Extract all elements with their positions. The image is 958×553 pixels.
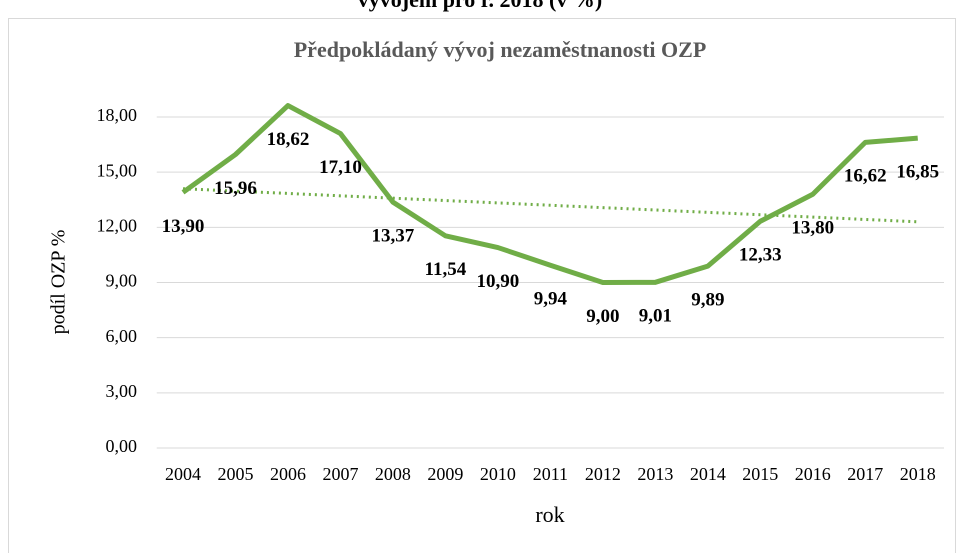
data-label: 11,54: [425, 259, 467, 280]
x-tick-label: 2009: [427, 464, 463, 484]
data-label: 9,01: [639, 306, 672, 327]
chart-border: [8, 18, 956, 553]
data-label: 9,94: [534, 289, 568, 310]
data-line: [181, 103, 918, 285]
y-tick-label: 15,00: [97, 160, 138, 180]
x-tick-label: 2018: [900, 464, 936, 484]
x-tick-label: 2014: [690, 464, 726, 484]
x-tick-label: 2013: [637, 464, 673, 484]
data-label: 12,33: [739, 245, 782, 266]
x-tick-label: 2007: [322, 464, 358, 484]
x-tick-label: 2010: [480, 464, 516, 484]
data-label: 16,85: [896, 162, 939, 183]
x-tick-label: 2015: [742, 464, 778, 484]
data-label: 17,10: [319, 157, 362, 178]
trendline: [182, 187, 918, 224]
chart-title: Předpokládaný vývoj nezaměstnanosti OZP: [294, 37, 707, 62]
x-axis-label: rok: [535, 502, 564, 527]
x-tick-label: 2004: [165, 464, 201, 484]
data-label: 13,90: [162, 216, 205, 237]
x-tick-label: 2012: [585, 464, 621, 484]
y-tick-label: 6,00: [106, 326, 138, 346]
caption: vývojem pro r. 2018 (v %): [358, 0, 602, 12]
x-tick-label: 2006: [270, 464, 306, 484]
x-tick-label: 2011: [533, 464, 568, 484]
x-tick-label: 2016: [795, 464, 831, 484]
data-label: 15,96: [214, 178, 257, 199]
data-label: 13,37: [372, 225, 415, 246]
y-tick-label: 18,00: [97, 105, 138, 125]
data-label: 18,62: [267, 129, 310, 150]
data-label: 13,80: [791, 218, 834, 239]
y-tick-label: 12,00: [97, 215, 138, 235]
data-label: 16,62: [844, 166, 887, 187]
data-label: 10,90: [477, 271, 520, 292]
data-label: 9,00: [586, 306, 619, 327]
y-tick-label: 3,00: [106, 381, 138, 401]
x-tick-label: 2008: [375, 464, 411, 484]
data-label: 9,89: [691, 289, 724, 310]
y-axis-label: podíl OZP %: [48, 230, 70, 335]
x-tick-label: 2017: [847, 464, 883, 484]
y-tick-label: 0,00: [106, 436, 138, 456]
x-tick-label: 2005: [217, 464, 253, 484]
y-tick-label: 9,00: [106, 271, 138, 291]
